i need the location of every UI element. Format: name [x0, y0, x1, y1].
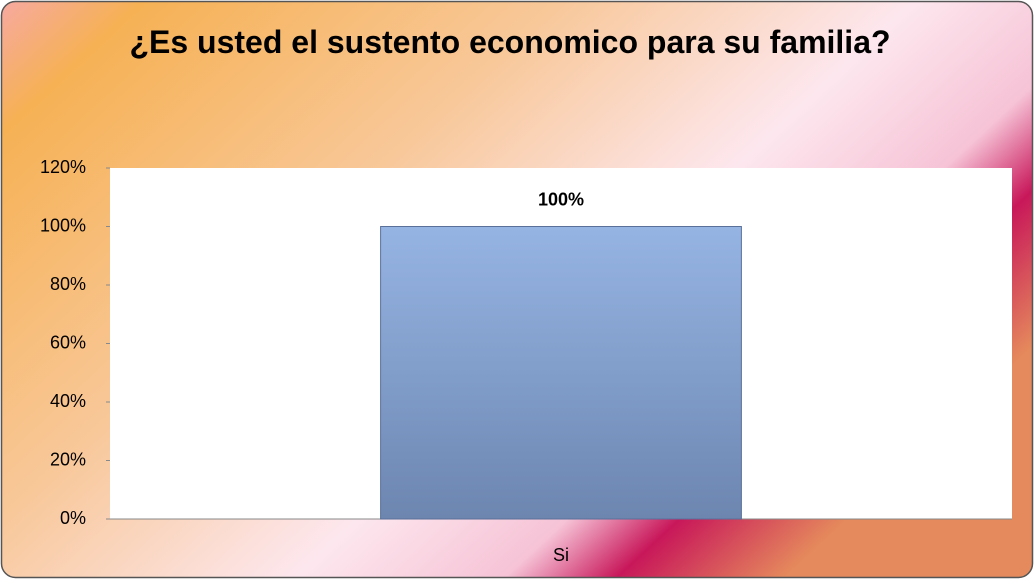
- value-label: 100%: [538, 189, 584, 209]
- y-tick-label: 120%: [40, 157, 86, 177]
- y-tick-label: 60%: [50, 332, 86, 352]
- y-tick-label: 40%: [50, 391, 86, 411]
- y-tick-label: 0%: [60, 508, 86, 528]
- chart-title: ¿Es usted el sustento economico para su …: [129, 24, 891, 60]
- y-tick-label: 100%: [40, 215, 86, 235]
- x-tick-label: Si: [553, 545, 569, 565]
- y-tick-label: 80%: [50, 274, 86, 294]
- bar: [380, 226, 742, 520]
- y-tick-label: 20%: [50, 449, 86, 469]
